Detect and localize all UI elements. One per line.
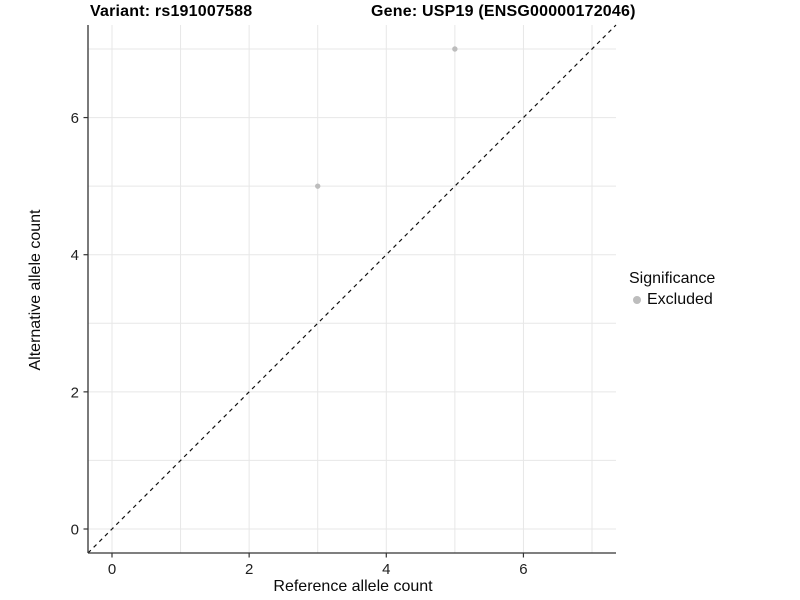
y-axis-title: Alternative allele count	[27, 209, 44, 371]
legend-item-label: Excluded	[647, 291, 713, 308]
data-point[interactable]	[315, 183, 321, 189]
variant-title: Variant: rs191007588	[90, 3, 253, 20]
y-tick-label: 0	[71, 522, 79, 539]
x-axis-title: Reference allele count	[273, 578, 433, 595]
x-tick-label: 4	[382, 561, 390, 578]
legend: Significance Excluded	[629, 270, 715, 309]
y-tick-label: 6	[71, 110, 79, 127]
x-tick-label: 6	[519, 561, 527, 578]
y-tick-label: 4	[71, 247, 79, 264]
identity-dashed-line	[87, 24, 617, 554]
legend-item-excluded: Excluded	[629, 291, 715, 309]
legend-title: Significance	[629, 270, 716, 287]
data-point[interactable]	[452, 46, 458, 52]
x-tick-label: 0	[108, 561, 116, 578]
excluded-point-icon	[633, 296, 641, 304]
y-tick-label: 2	[71, 384, 79, 401]
x-tick-label: 2	[245, 561, 253, 578]
gene-title: Gene: USP19 (ENSG00000172046)	[371, 3, 636, 20]
